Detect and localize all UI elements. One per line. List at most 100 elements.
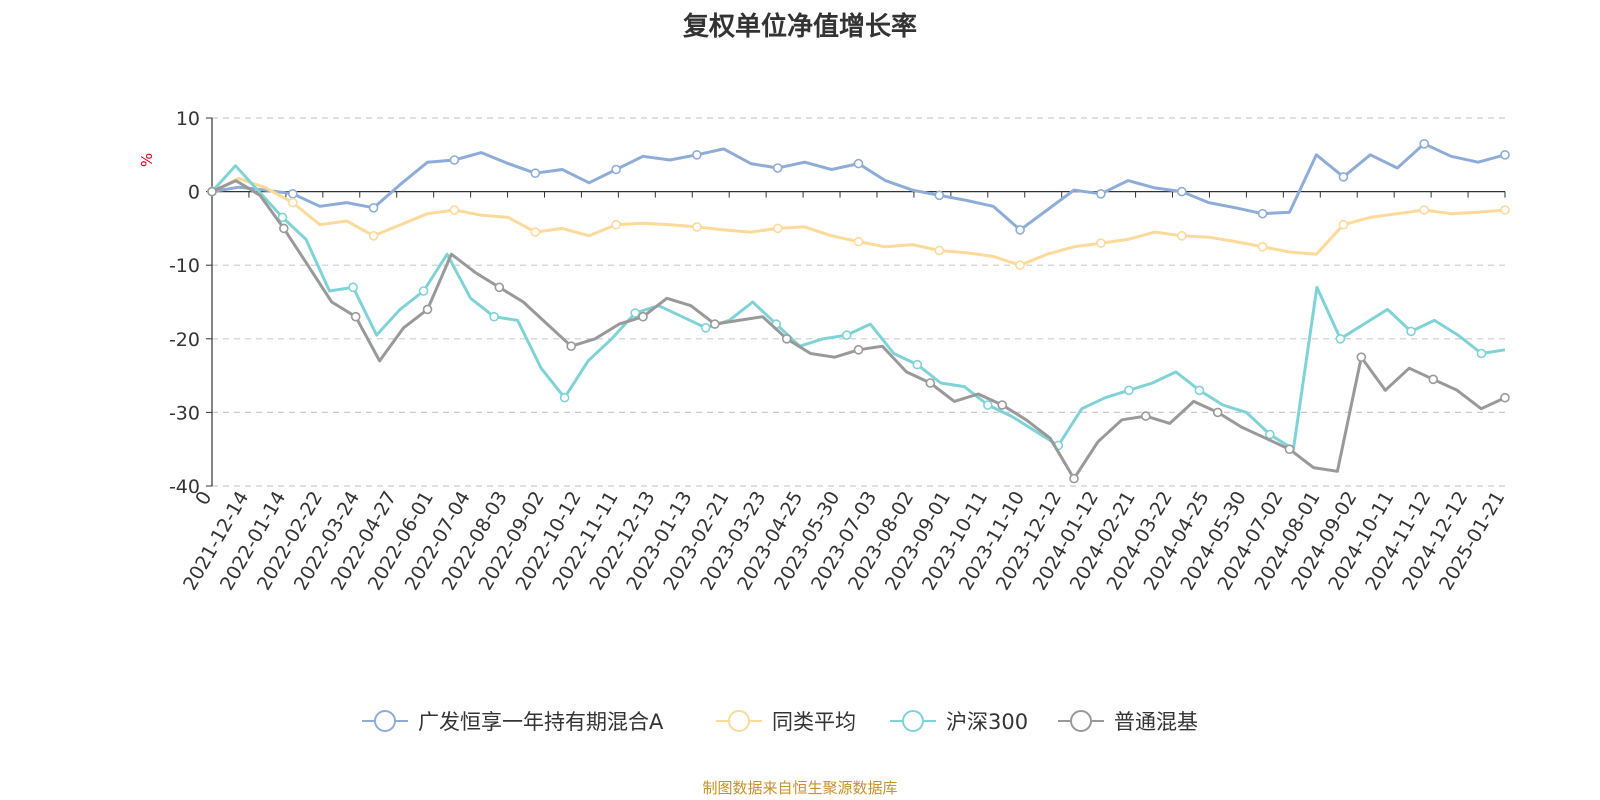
data-point xyxy=(934,245,945,256)
data-point xyxy=(1257,242,1268,252)
data-point xyxy=(630,308,641,318)
data-point xyxy=(1212,407,1223,418)
data-point xyxy=(1356,352,1367,363)
y-tick-label: -30 xyxy=(169,402,200,424)
y-axis-unit: % xyxy=(138,153,156,167)
series-4 xyxy=(207,179,1510,484)
data-point xyxy=(1265,429,1275,440)
y-tick-label: -10 xyxy=(169,255,200,277)
grid-lines xyxy=(212,117,1505,487)
data-point xyxy=(1257,208,1268,219)
data-point xyxy=(982,400,993,410)
data-point xyxy=(1096,189,1106,199)
data-point xyxy=(692,222,702,232)
data-point xyxy=(530,168,541,178)
legend-label: 普通混基 xyxy=(1114,710,1198,734)
data-point xyxy=(853,158,864,169)
data-point xyxy=(287,189,298,199)
data-point xyxy=(418,286,429,296)
legend-marker xyxy=(728,710,750,732)
series-2 xyxy=(207,176,1510,271)
data-point xyxy=(1406,326,1416,337)
data-point xyxy=(611,164,621,175)
data-point xyxy=(494,282,505,293)
y-axis-ticks: 10 0 -10 -20 -30 -40 xyxy=(169,108,212,498)
y-tick-label: 10 xyxy=(176,108,200,130)
axes xyxy=(211,118,1505,486)
data-point xyxy=(1500,150,1510,160)
legend-item[interactable]: 沪深300 xyxy=(890,710,1028,734)
data-point xyxy=(1500,392,1510,403)
data-point xyxy=(1338,172,1349,182)
data-point xyxy=(1141,411,1151,421)
data-point xyxy=(1335,333,1346,344)
data-point xyxy=(997,400,1008,410)
data-point xyxy=(566,341,577,352)
series-group xyxy=(207,139,1510,484)
data-point xyxy=(1015,260,1025,271)
data-point xyxy=(1428,374,1438,385)
data-point xyxy=(489,311,499,322)
data-point xyxy=(772,163,783,173)
data-point xyxy=(1419,139,1429,149)
data-point xyxy=(278,223,289,234)
data-point xyxy=(1476,348,1487,359)
series-3 xyxy=(207,164,1506,451)
chart-title: 复权单位净值增长率 xyxy=(683,11,917,42)
legend-item[interactable]: 同类平均 xyxy=(716,710,856,734)
legend-item[interactable]: 普通混基 xyxy=(1058,710,1198,734)
legend: 广发恒享一年持有期混合A 同类平均 沪深300 普通混基 xyxy=(362,710,1198,734)
source-note: 制图数据来自恒生聚源数据库 xyxy=(702,779,897,797)
legend-marker xyxy=(374,710,396,732)
legend-marker xyxy=(902,710,924,732)
data-point xyxy=(853,236,864,247)
legend-label: 广发恒享一年持有期混合A xyxy=(418,710,664,734)
data-point xyxy=(1069,473,1079,484)
data-point xyxy=(368,203,379,213)
legend-label: 同类平均 xyxy=(772,710,856,734)
y-tick-label: 0 xyxy=(188,182,200,204)
series-line xyxy=(210,164,1506,451)
data-point xyxy=(700,322,711,333)
data-point xyxy=(934,190,945,201)
data-point xyxy=(841,330,852,340)
data-point xyxy=(781,333,792,344)
data-point xyxy=(287,197,298,208)
data-point xyxy=(1194,385,1205,396)
data-point xyxy=(1338,219,1349,230)
data-point xyxy=(1177,186,1187,197)
data-point xyxy=(422,304,433,315)
data-point xyxy=(277,212,288,223)
data-point xyxy=(611,219,621,230)
data-point xyxy=(1124,385,1134,396)
legend-marker xyxy=(1070,710,1092,732)
data-point xyxy=(853,344,864,355)
data-point xyxy=(1284,444,1295,455)
data-point xyxy=(1500,205,1510,215)
y-tick-label: -40 xyxy=(169,476,200,498)
x-axis-ticks: 02021-12-142022-01-142022-02-222022-03-2… xyxy=(179,191,1509,594)
data-point xyxy=(709,319,720,329)
data-point xyxy=(1419,205,1429,215)
data-point xyxy=(912,359,923,370)
x-tick-label: 0 xyxy=(191,488,216,509)
data-point xyxy=(348,282,358,293)
data-point xyxy=(350,311,361,322)
data-point xyxy=(772,223,783,234)
legend-item[interactable]: 广发恒享一年持有期混合A xyxy=(362,710,664,734)
data-point xyxy=(1096,238,1106,248)
data-point xyxy=(449,205,460,215)
data-point xyxy=(638,311,648,322)
legend-label: 沪深300 xyxy=(946,710,1028,734)
data-point xyxy=(207,186,217,197)
data-point xyxy=(368,231,379,241)
data-point xyxy=(449,155,460,165)
data-point xyxy=(530,227,541,237)
data-point xyxy=(1177,231,1187,241)
series-line xyxy=(211,142,1506,232)
data-point xyxy=(1015,225,1025,235)
y-tick-label: -20 xyxy=(169,329,200,351)
data-point xyxy=(925,378,936,388)
series-1 xyxy=(207,139,1510,235)
